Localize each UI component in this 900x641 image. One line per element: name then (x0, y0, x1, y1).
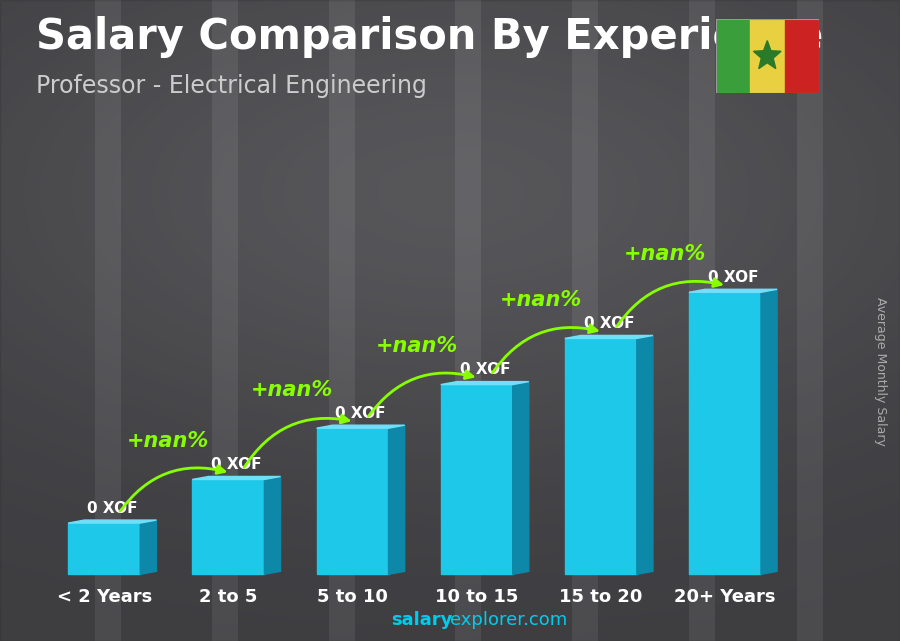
Text: 0 XOF: 0 XOF (336, 406, 386, 421)
Polygon shape (753, 40, 781, 69)
Text: 0 XOF: 0 XOF (460, 363, 510, 378)
Polygon shape (637, 335, 653, 574)
Text: +nan%: +nan% (500, 290, 581, 310)
Text: 0 XOF: 0 XOF (707, 271, 759, 285)
Text: Average Monthly Salary: Average Monthly Salary (874, 297, 886, 446)
Polygon shape (140, 520, 157, 574)
Text: 0 XOF: 0 XOF (87, 501, 138, 516)
Bar (68, 523, 140, 574)
Bar (689, 292, 761, 574)
Polygon shape (441, 381, 529, 385)
Polygon shape (265, 476, 281, 574)
Bar (193, 479, 265, 574)
Text: Professor - Electrical Engineering: Professor - Electrical Engineering (36, 74, 427, 97)
Bar (716, 19, 750, 93)
Text: +nan%: +nan% (375, 336, 457, 356)
Polygon shape (689, 289, 777, 292)
Text: explorer.com: explorer.com (450, 612, 567, 629)
Bar (750, 19, 785, 93)
Text: +nan%: +nan% (624, 244, 706, 263)
Polygon shape (513, 381, 529, 574)
Bar (317, 428, 389, 574)
Polygon shape (565, 335, 653, 338)
Polygon shape (68, 520, 157, 523)
Text: 0 XOF: 0 XOF (212, 458, 262, 472)
Polygon shape (389, 425, 405, 574)
Text: +nan%: +nan% (127, 431, 210, 451)
Polygon shape (193, 476, 281, 479)
Bar (785, 19, 819, 93)
Text: Salary Comparison By Experience: Salary Comparison By Experience (36, 16, 824, 58)
Text: 0 XOF: 0 XOF (583, 317, 634, 331)
Bar (441, 385, 513, 574)
Polygon shape (761, 289, 777, 574)
Text: salary: salary (392, 612, 453, 629)
Bar (565, 338, 637, 574)
Polygon shape (317, 425, 405, 428)
Text: +nan%: +nan% (251, 379, 334, 399)
